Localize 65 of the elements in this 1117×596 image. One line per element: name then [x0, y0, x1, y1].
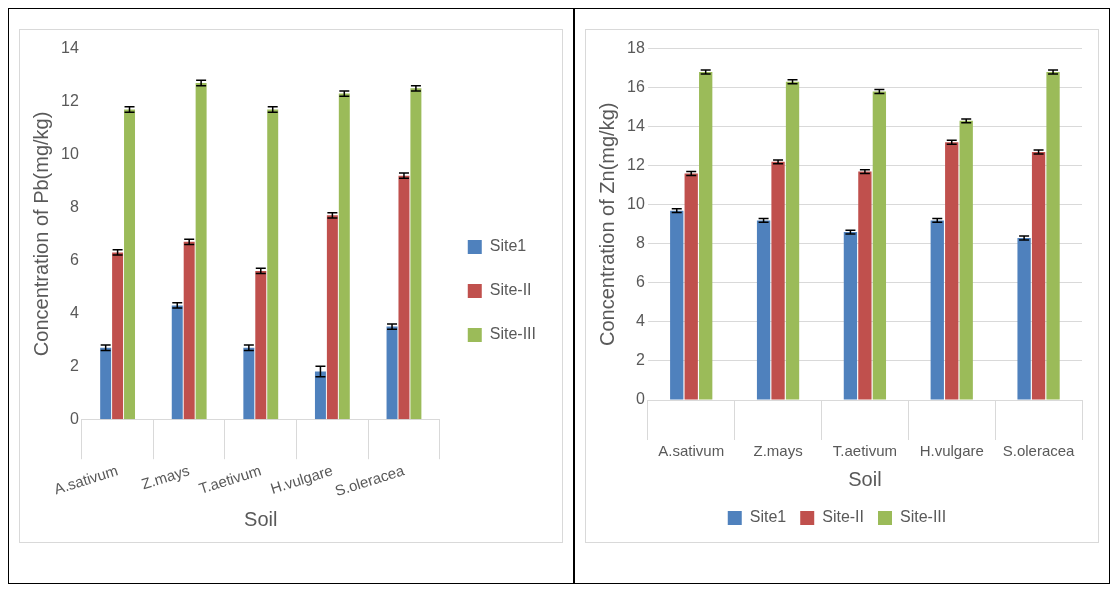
bar [314, 371, 326, 420]
x-tick-label: A.sativum [658, 442, 725, 460]
y-tick-label: 12 [627, 156, 645, 174]
y-tick-label: 4 [635, 312, 645, 330]
bar [771, 161, 785, 400]
bar [398, 175, 410, 420]
bar [699, 72, 713, 400]
bar [684, 173, 698, 400]
y-tick-label: 6 [635, 273, 645, 291]
bar [756, 220, 771, 400]
bar [843, 232, 858, 400]
x-tick-label: T.aetivum [196, 461, 263, 497]
bar [100, 347, 112, 420]
x-axis-title: Soil [244, 507, 278, 530]
bar [386, 326, 398, 420]
x-tick-label: H.vulgare [919, 442, 984, 460]
y-tick-label: 14 [627, 117, 645, 135]
legend-label: Site-II [822, 508, 865, 526]
bar [195, 83, 207, 420]
y-tick-label: 0 [635, 390, 645, 408]
legend-label: Site-III [489, 325, 536, 343]
legend-label: Site-III [900, 508, 947, 526]
x-tick-label: Z.mays [139, 461, 192, 493]
y-tick-label: 0 [69, 409, 79, 427]
bar [959, 120, 973, 400]
y-tick-label: 18 [627, 39, 645, 57]
x-tick-label: S.oleracea [1002, 442, 1076, 460]
bar [785, 81, 800, 400]
y-tick-label: 16 [627, 78, 645, 96]
y-tick-label: 10 [627, 195, 645, 213]
bar [112, 252, 124, 420]
legend-label: Site-II [489, 281, 532, 299]
bar [872, 91, 887, 400]
bar [326, 215, 338, 420]
bar [410, 88, 422, 420]
bar [945, 142, 959, 400]
bar [171, 305, 183, 420]
y-axis-title: Concentration of Pb(mg/kg) [29, 111, 52, 357]
y-tick-label: 2 [635, 351, 645, 369]
y-tick-label: 8 [635, 234, 645, 252]
y-tick-label: 6 [69, 250, 79, 268]
y-tick-label: 8 [69, 197, 79, 215]
y-tick-label: 12 [61, 91, 79, 109]
bar [338, 93, 350, 420]
bar [255, 270, 267, 420]
bar [243, 347, 255, 420]
x-tick-label: T.aetivum [832, 442, 897, 460]
bar [1017, 237, 1031, 400]
y-tick-label: 4 [69, 303, 79, 321]
y-tick-label: 10 [61, 144, 79, 162]
y-tick-label: 14 [61, 39, 79, 57]
bar [267, 109, 279, 420]
bar [858, 171, 872, 400]
bar [670, 210, 684, 400]
x-axis-title: Soil [848, 467, 882, 490]
y-tick-label: 2 [69, 356, 79, 374]
bar [1031, 152, 1046, 400]
bar [930, 220, 944, 400]
bar [124, 109, 136, 420]
legend-label: Site1 [489, 237, 527, 255]
legend-label: Site1 [749, 508, 787, 526]
y-axis-title: Concentration of Zn(mg/kg) [595, 102, 618, 347]
bar [1046, 72, 1060, 400]
bar [183, 241, 195, 420]
x-tick-label: Z.mays [753, 442, 803, 460]
